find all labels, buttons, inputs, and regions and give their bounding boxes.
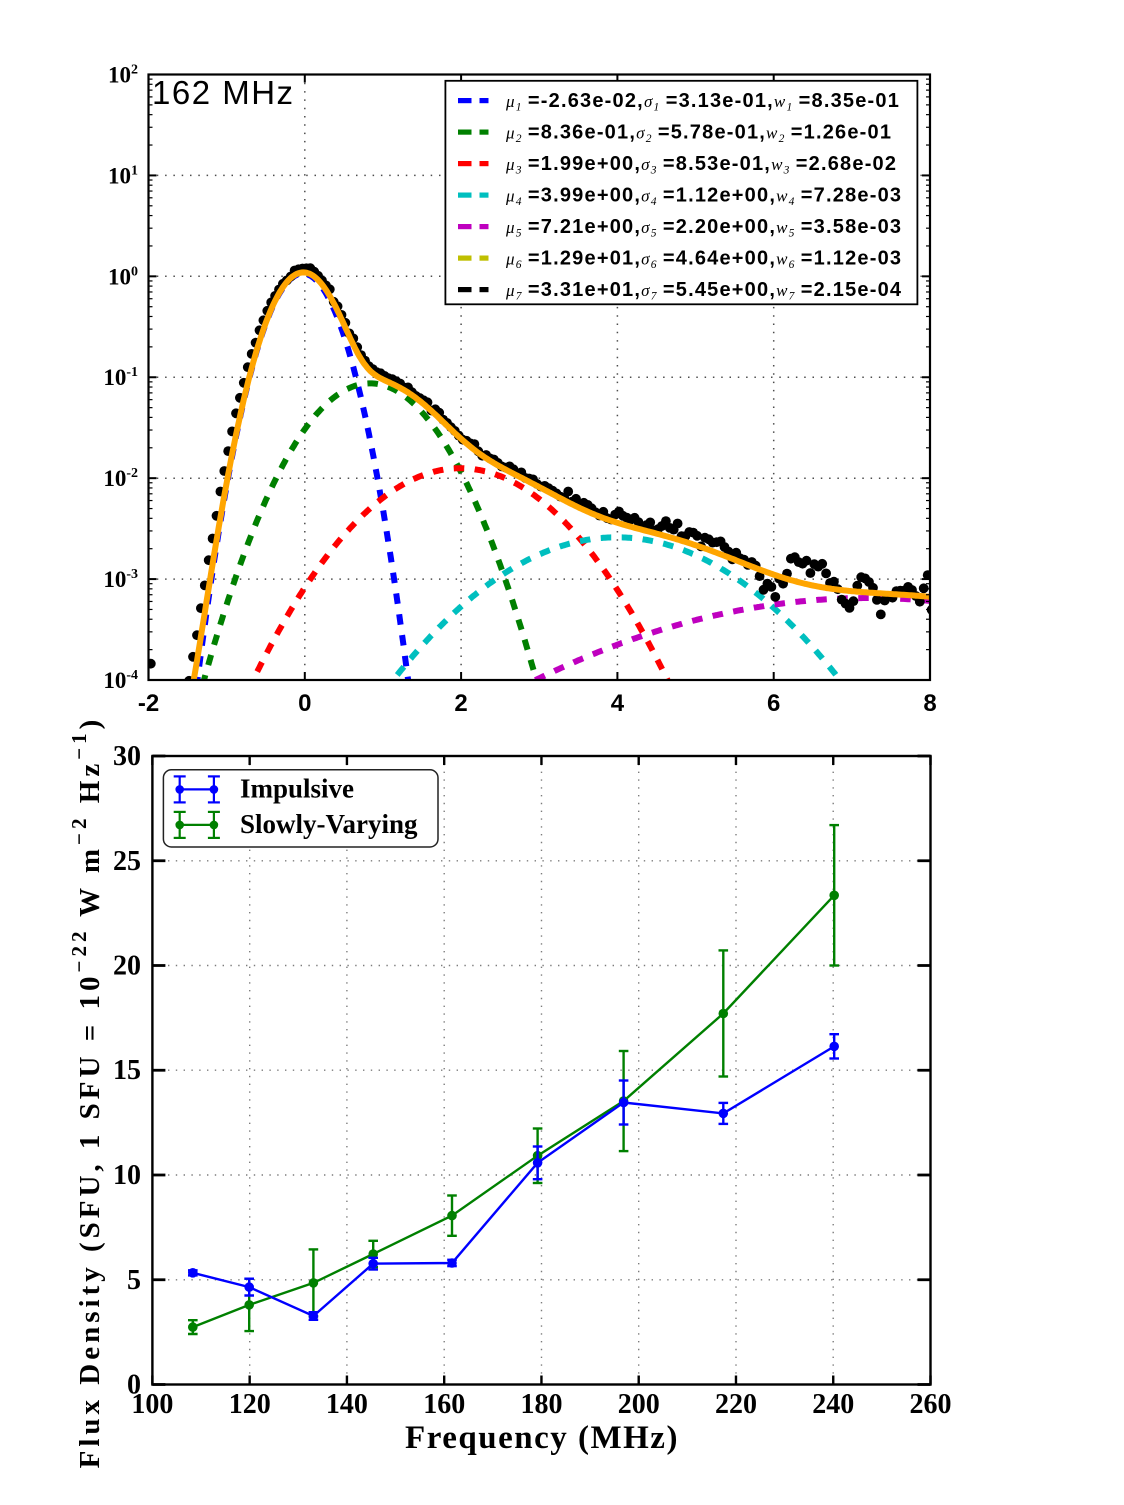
svg-text:μ2 =8.36e-01,σ2 =5.78e-01,w2 =: μ2 =8.36e-01,σ2 =5.78e-01,w2 =1.26e-01 [505, 122, 892, 146]
svg-text:μ3 =1.99e+00,σ3 =8.53e-01,w3 =: μ3 =1.99e+00,σ3 =8.53e-01,w3 =2.68e-02 [505, 153, 897, 177]
svg-text:162 MHz: 162 MHz [152, 74, 295, 111]
svg-text:5: 5 [127, 1265, 141, 1296]
svg-text:2: 2 [454, 690, 467, 717]
svg-text:-2: -2 [138, 690, 159, 717]
svg-text:25: 25 [113, 846, 141, 877]
svg-text:180: 180 [521, 1389, 563, 1420]
svg-text:240: 240 [812, 1389, 854, 1420]
svg-text:140: 140 [326, 1389, 368, 1420]
svg-text:100: 100 [131, 1389, 173, 1420]
svg-text:μ7 =3.31e+01,σ7 =5.45e+00,w7 =: μ7 =3.31e+01,σ7 =5.45e+00,w7 =2.15e-04 [505, 279, 902, 303]
svg-text:Frequency (MHz): Frequency (MHz) [405, 1420, 679, 1456]
svg-text:μ4 =3.99e+00,σ4 =1.12e+00,w4 =: μ4 =3.99e+00,σ4 =1.12e+00,w4 =7.28e-03 [505, 185, 902, 209]
svg-text:15: 15 [113, 1055, 141, 1086]
svg-text:0: 0 [127, 1370, 141, 1401]
svg-text:10: 10 [113, 1160, 141, 1191]
svg-text:30: 30 [113, 741, 141, 772]
svg-text:8: 8 [923, 690, 936, 717]
svg-text:μ1 =-2.63e-02,σ1 =3.13e-01,w1: μ1 =-2.63e-02,σ1 =3.13e-01,w1 =8.35e-01 [505, 90, 900, 114]
svg-text:200: 200 [618, 1389, 660, 1420]
svg-text:20: 20 [113, 951, 141, 982]
svg-text:220: 220 [715, 1389, 757, 1420]
svg-text:120: 120 [229, 1389, 271, 1420]
svg-text:260: 260 [910, 1389, 952, 1420]
svg-text:6: 6 [767, 690, 780, 717]
svg-text:160: 160 [423, 1389, 465, 1420]
svg-text:4: 4 [611, 690, 625, 717]
svg-text:μ6 =1.29e+01,σ6 =4.64e+00,w6 =: μ6 =1.29e+01,σ6 =4.64e+00,w6 =1.12e-03 [505, 248, 902, 272]
svg-text:Slowly-Varying: Slowly-Varying [240, 809, 418, 839]
svg-text:0: 0 [298, 690, 311, 717]
svg-text:Impulsive: Impulsive [240, 774, 354, 804]
svg-text:μ5 =7.21e+00,σ5 =2.20e+00,w5 =: μ5 =7.21e+00,σ5 =2.20e+00,w5 =3.58e-03 [505, 216, 902, 240]
